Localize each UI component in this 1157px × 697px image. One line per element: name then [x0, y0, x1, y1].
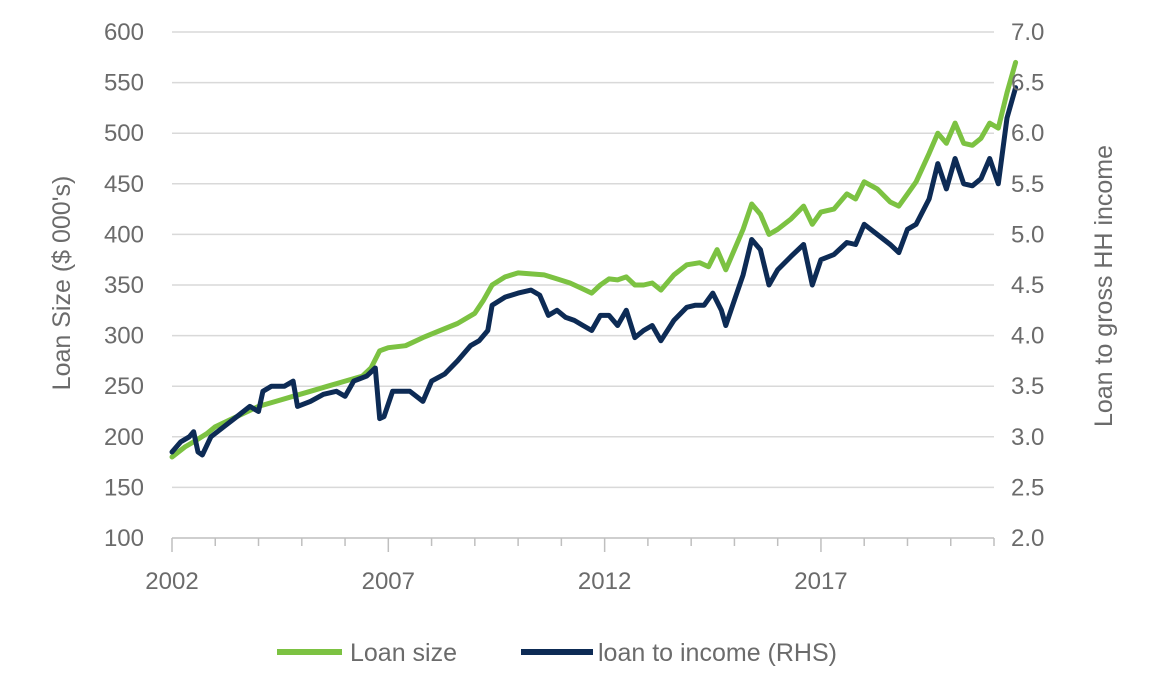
y-tick-label: 350 — [104, 272, 144, 299]
legend-label-loan-size: Loan size — [350, 639, 457, 667]
y-tick-label: 200 — [104, 424, 144, 451]
x-tick-label: 2002 — [145, 568, 198, 595]
y-tick-label: 150 — [104, 474, 144, 501]
y2-tick-label: 3.5 — [1011, 373, 1044, 400]
y2-tick-label: 5.0 — [1011, 221, 1044, 248]
y2-tick-label: 4.0 — [1011, 323, 1044, 350]
left-axis-title: Loan Size ($ 000's) — [48, 176, 76, 391]
y2-tick-label: 2.0 — [1011, 525, 1044, 552]
series-line-loan-to-income — [169, 85, 1019, 458]
y2-tick-label: 4.5 — [1011, 272, 1044, 299]
y2-tick-label: 3.0 — [1011, 424, 1044, 451]
y-tick-label: 400 — [104, 221, 144, 248]
y-tick-label: 100 — [104, 525, 144, 552]
tick-labels: 100 150 200 250 300 350 400 450 500 550 600 2.0 2.5 3… — [104, 19, 1044, 595]
y2-tick-label: 7.0 — [1011, 19, 1044, 46]
legend: Loan size loan to income (RHS) — [277, 639, 837, 667]
y-tick-label: 300 — [104, 323, 144, 350]
y2-tick-label: 6.0 — [1011, 120, 1044, 147]
y-tick-label: 550 — [104, 70, 144, 97]
y-tick-label: 600 — [104, 19, 144, 46]
x-tick-label: 2017 — [794, 568, 847, 595]
y-tick-label: 250 — [104, 373, 144, 400]
y2-tick-label: 5.5 — [1011, 171, 1044, 198]
y-tick-label: 500 — [104, 120, 144, 147]
series-lines — [169, 59, 1019, 460]
y2-tick-label: 2.5 — [1011, 474, 1044, 501]
x-tick-label: 2012 — [578, 568, 631, 595]
gridlines — [172, 31, 994, 489]
right-axis-title: Loan to gross HH income — [1090, 145, 1118, 427]
x-tick-label: 2007 — [362, 568, 415, 595]
y2-tick-label: 6.5 — [1011, 70, 1044, 97]
legend-label-loan-to-income: loan to income (RHS) — [598, 639, 837, 667]
axes — [171, 537, 995, 552]
y-tick-label: 450 — [104, 171, 144, 198]
